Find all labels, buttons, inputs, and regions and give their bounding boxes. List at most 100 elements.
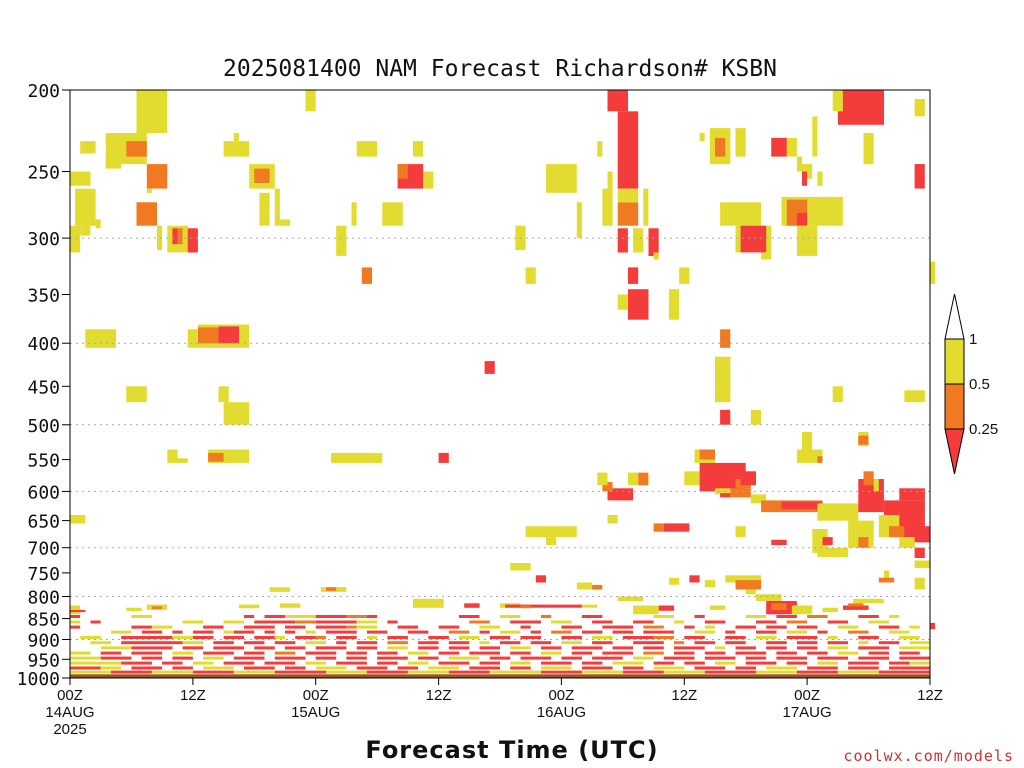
heatmap-cell [617,596,644,601]
heatmap-band [756,670,797,674]
heatmap-cell [157,225,163,251]
heatmap-cell [146,164,168,189]
heatmap-band [274,670,326,674]
heatmap-band [612,630,634,634]
heatmap-band [356,641,378,645]
heatmap-cell [715,137,726,157]
heatmap-band [448,641,470,645]
heatmap-band [827,636,838,639]
heatmap-cell [576,582,593,590]
y-tick-label: 500 [27,416,60,437]
heatmap-band [407,661,429,665]
colorbar-segment [944,338,965,385]
heatmap-cell [602,188,613,226]
heatmap-band [151,625,173,629]
heatmap-band [131,666,163,670]
heatmap-band [735,625,756,629]
heatmap-band [858,646,889,650]
heatmap-cell [730,488,751,498]
heatmap-band [141,630,163,634]
heatmap-band [858,615,879,618]
heatmap-band [407,670,449,674]
heatmap-band [469,666,500,670]
heatmap-cell [607,515,618,524]
heatmap-band [653,666,685,670]
heatmap-band [684,636,705,639]
heatmap-band [889,630,910,634]
heatmap-cell [633,605,659,615]
x-tick-label: 12Z [917,687,943,704]
heatmap-band [264,661,296,665]
heatmap-band [653,615,675,618]
heatmap-cell [238,604,260,609]
heatmap-cell [668,289,680,320]
heatmap-cell [812,116,818,157]
heatmap-band [489,670,541,674]
heatmap-band [909,625,920,629]
heatmap-band [776,656,808,660]
heatmap-band [848,661,879,665]
heatmap-band [366,630,388,634]
heatmap-band [858,656,889,660]
heatmap-band [581,615,603,618]
heatmap-cell [715,488,731,495]
heatmap-band [192,636,214,639]
heatmap-cell [633,228,644,253]
heatmap-cell [863,471,874,486]
heatmap-band [725,630,736,634]
heatmap-band [141,656,163,660]
heatmap-cell [761,252,772,260]
heatmap-cell [771,539,787,546]
heatmap-band [448,656,480,660]
heatmap-band [643,646,664,650]
heatmap-cell [848,603,864,607]
plot-frame [69,89,931,679]
heatmap-cell [802,164,813,179]
heatmap-band [796,625,818,629]
heatmap-band [807,651,828,655]
heatmap-cell [802,432,813,450]
heatmap-band [786,636,818,639]
heatmap-cell [546,164,577,193]
heatmap-cell [638,472,649,486]
heatmap-band [643,651,664,655]
heatmap-band [592,636,613,639]
heatmap-band [520,625,531,629]
heatmap-band [346,615,367,618]
heatmap-cell [85,329,117,348]
heatmap-cell [484,361,495,374]
heatmap-cell [878,577,895,583]
heatmap-band [581,630,603,634]
heatmap-cell [597,141,603,157]
heatmap-band [715,661,736,665]
heatmap-cell [279,219,291,226]
credit-link[interactable]: coolwx.com/models [843,747,1014,765]
heatmap-cell [172,228,178,245]
heatmap-band [254,636,275,639]
y-tick-label: 300 [27,229,60,250]
heatmap-band [305,641,326,645]
heatmap-band [315,646,347,650]
heatmap-band [366,615,378,618]
heatmap-band [510,661,531,665]
heatmap-band [510,620,541,624]
heatmap-cell [817,503,859,521]
heatmap-band [80,636,101,639]
heatmap-cell [269,587,291,592]
heatmap-cell [817,456,823,463]
heatmap-cell [663,523,690,532]
heatmap-band [715,646,726,650]
heatmap-band [674,620,685,624]
heatmap-cell [356,141,378,157]
heatmap-cell [658,605,675,611]
heatmap-band [704,651,726,655]
heatmap-cell [75,188,96,226]
heatmap-band [541,646,562,650]
heatmap-cell [423,171,434,189]
heatmap-band [663,670,705,674]
heatmap-band [438,625,460,629]
heatmap-band [530,641,552,645]
heatmap-band [315,666,347,670]
heatmap-cell [617,188,639,203]
heatmap-band [684,625,695,629]
